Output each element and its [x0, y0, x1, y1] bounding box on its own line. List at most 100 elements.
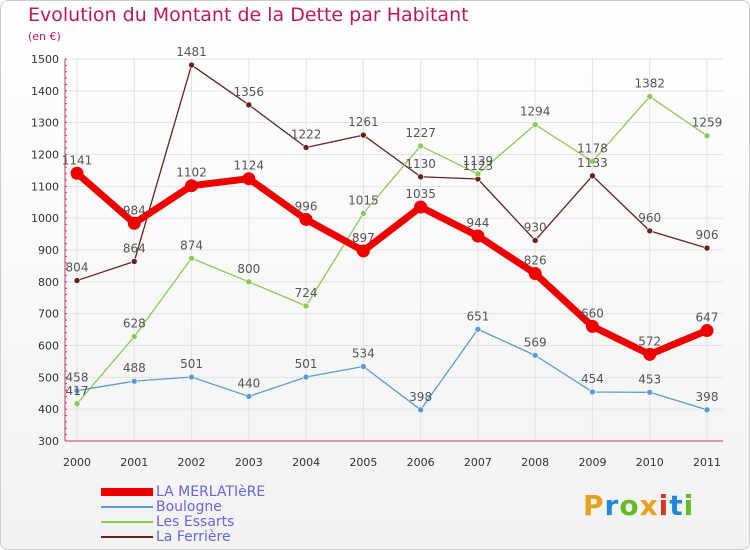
- y-tick-label: 1000: [31, 212, 59, 225]
- data-label: 864: [123, 241, 146, 255]
- y-tick-label: 400: [38, 403, 59, 416]
- x-tick-label: 2001: [120, 456, 148, 469]
- logo-letter: r: [604, 489, 620, 522]
- legend-swatch: [101, 521, 153, 523]
- data-label: 944: [466, 216, 489, 230]
- data-label: 1222: [291, 127, 322, 141]
- data-label: 572: [638, 334, 661, 348]
- data-point: [643, 347, 657, 361]
- y-tick-label: 1100: [31, 180, 59, 193]
- data-label: 647: [696, 311, 719, 325]
- data-label: 1139: [463, 154, 494, 168]
- data-point: [73, 387, 81, 395]
- y-tick-label: 600: [38, 340, 59, 353]
- x-tick-label: 2000: [63, 456, 91, 469]
- x-tick-label: 2004: [292, 456, 320, 469]
- series-line: [74, 170, 709, 358]
- data-point: [417, 142, 424, 150]
- data-label: 1123: [463, 159, 494, 173]
- x-tick-label: 2005: [349, 456, 377, 469]
- data-label: 930: [524, 220, 547, 234]
- data-point: [356, 244, 370, 258]
- data-point: [360, 363, 367, 370]
- x-tick-label: 2007: [464, 456, 492, 469]
- y-tick-label: 1400: [31, 85, 59, 98]
- data-point: [417, 406, 424, 414]
- data-point: [245, 393, 253, 400]
- data-label: 826: [524, 254, 547, 268]
- data-label: 660: [581, 306, 604, 320]
- data-point: [585, 319, 599, 333]
- data-label: 800: [237, 262, 260, 276]
- data-label: 1382: [634, 77, 665, 91]
- series-line: [76, 328, 708, 411]
- y-tick-label: 800: [38, 276, 59, 289]
- proxiti-logo: Proxiti: [583, 489, 694, 522]
- data-label: 1481: [176, 45, 207, 59]
- data-point: [414, 200, 428, 214]
- data-label: 1015: [348, 193, 379, 207]
- data-label: 1259: [692, 116, 723, 130]
- y-tick-label: 900: [38, 244, 59, 257]
- data-point: [589, 388, 596, 396]
- data-label: 488: [123, 361, 146, 375]
- data-label: 398: [696, 390, 719, 404]
- legend-swatch: [101, 506, 153, 508]
- logo-letter: P: [583, 489, 605, 522]
- series-line: [76, 95, 708, 405]
- data-label: 996: [295, 199, 318, 213]
- data-point: [646, 227, 654, 235]
- data-point: [474, 170, 482, 178]
- data-point: [245, 101, 253, 109]
- x-tick-label: 2003: [235, 456, 263, 469]
- data-label: 874: [180, 238, 203, 252]
- data-label: 534: [352, 347, 375, 361]
- data-label: 1102: [176, 166, 207, 180]
- data-label: 398: [409, 390, 432, 404]
- data-point: [188, 61, 195, 69]
- logo-letter: x: [639, 489, 659, 522]
- data-point: [360, 210, 367, 217]
- data-label: 960: [638, 211, 661, 225]
- data-label: 440: [237, 376, 260, 390]
- data-point: [589, 158, 596, 165]
- data-label: 651: [466, 309, 489, 323]
- data-point: [703, 406, 711, 414]
- data-label: 1124: [234, 159, 265, 173]
- data-label: 1133: [577, 156, 608, 170]
- legend-label: Boulogne: [156, 499, 222, 515]
- data-point: [646, 388, 654, 396]
- data-point: [360, 131, 367, 139]
- data-label: 458: [66, 371, 89, 385]
- data-label: 1130: [405, 157, 436, 171]
- data-point: [245, 278, 253, 286]
- logo-letter: t: [669, 489, 684, 522]
- chart-title: Evolution du Montant de la Dette par Hab…: [28, 4, 469, 26]
- legend-swatch: [101, 488, 153, 496]
- chart-unit-label: (en €): [28, 30, 61, 43]
- y-tick-label: 1200: [31, 149, 59, 162]
- data-point: [417, 173, 424, 181]
- data-point: [531, 237, 539, 244]
- legend-label: La Ferrière: [156, 529, 231, 545]
- data-label: 501: [295, 357, 318, 371]
- x-tick-label: 2010: [636, 456, 664, 469]
- data-label: 724: [295, 286, 318, 300]
- y-tick-label: 500: [38, 371, 59, 384]
- data-point: [73, 277, 81, 284]
- data-point: [474, 325, 482, 333]
- data-label: 417: [66, 384, 89, 398]
- data-label: 1356: [234, 85, 265, 99]
- series-line: [76, 64, 708, 282]
- data-point: [703, 244, 711, 252]
- data-label: 454: [581, 372, 604, 386]
- data-point: [471, 229, 485, 243]
- data-label: 501: [180, 357, 203, 371]
- data-label: 453: [638, 372, 661, 386]
- y-tick-label: 1500: [31, 53, 59, 66]
- data-point: [130, 333, 138, 340]
- logo-letter: o: [619, 489, 640, 522]
- legend-label: LA MERLATIèRE: [156, 484, 266, 500]
- data-point: [531, 352, 539, 359]
